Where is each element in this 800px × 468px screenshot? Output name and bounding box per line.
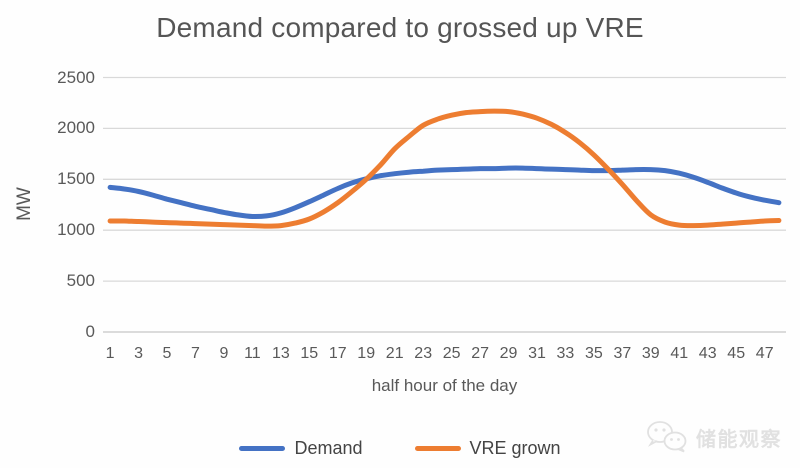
y-tick-label: 1500: [57, 169, 95, 189]
x-tick-label: 27: [471, 345, 489, 362]
x-tick-label: 19: [357, 345, 376, 362]
wechat-icon: [647, 421, 687, 453]
x-tick-label: 37: [613, 345, 632, 362]
x-tick-label: 23: [414, 345, 433, 362]
x-tick-label: 1: [105, 345, 115, 362]
legend-label: VRE grown: [469, 438, 561, 458]
legend-marker: [239, 446, 286, 451]
legend-item-vre-grown: VRE grown: [414, 438, 561, 459]
y-tick-label: 500: [66, 271, 95, 291]
x-tick-label: 31: [528, 345, 546, 362]
series-line-vre-grown: [107, 108, 782, 229]
x-tick-label: 15: [300, 345, 319, 362]
x-tick-label: 17: [328, 345, 347, 362]
x-axis-title: half hour of the day: [371, 376, 518, 395]
watermark: 储能观察: [645, 420, 782, 454]
chart-title: Demand compared to grossed up VRE: [156, 12, 644, 43]
x-tick-label: 45: [727, 345, 746, 362]
legend-marker: [414, 446, 461, 451]
y-tick-label: 1000: [57, 220, 95, 240]
legend: Demand VRE grown: [0, 438, 800, 459]
x-tick-label: 29: [499, 345, 518, 362]
x-tick-label: 25: [442, 345, 461, 362]
legend-label: Demand: [294, 438, 363, 458]
x-tick-label: 5: [162, 345, 172, 362]
x-tick-label: 13: [271, 345, 290, 362]
x-tick-label: 47: [755, 345, 774, 362]
y-tick-label: 0: [85, 322, 95, 341]
x-tick-label: 35: [584, 345, 603, 362]
x-tick-label: 21: [385, 345, 404, 362]
y-tick-label: 2500: [57, 67, 95, 87]
x-tick-label: 39: [641, 345, 660, 362]
x-tick-label: 9: [219, 345, 229, 362]
legend-item-demand: Demand: [239, 438, 363, 459]
x-tick-label: 11: [244, 345, 261, 362]
watermark-text: 储能观察: [696, 428, 782, 451]
y-tick-label: 2000: [57, 118, 95, 138]
x-tick-label: 41: [670, 345, 689, 362]
series-line-demand: [107, 165, 782, 220]
x-tick-label: 7: [191, 345, 200, 362]
x-tick-label: 33: [556, 345, 575, 362]
x-tick-label: 43: [698, 345, 717, 362]
x-tick-label: 3: [134, 345, 144, 362]
